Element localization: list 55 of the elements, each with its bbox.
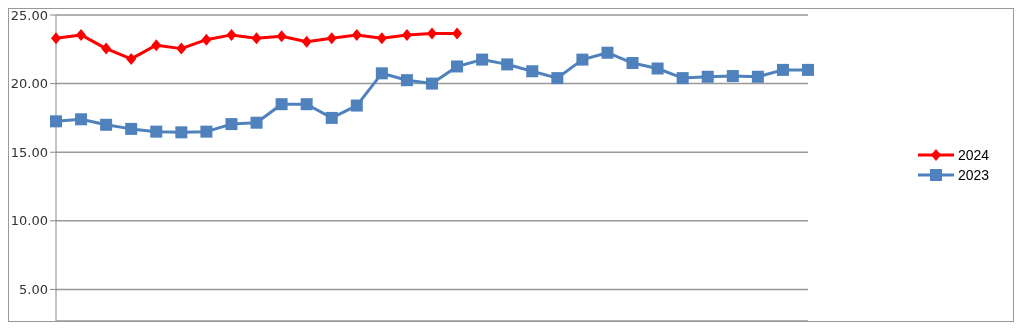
point — [501, 58, 514, 71]
point — [150, 125, 163, 138]
y-tick-label: 20.00 — [10, 76, 48, 92]
y-tick-label: 5.00 — [19, 282, 48, 298]
point — [175, 126, 188, 139]
point — [101, 42, 112, 55]
point — [100, 118, 113, 131]
point — [476, 53, 489, 66]
point — [576, 53, 589, 66]
point — [551, 72, 564, 85]
point — [76, 28, 87, 41]
point — [226, 28, 237, 41]
point — [376, 32, 387, 45]
point — [151, 39, 162, 52]
point — [351, 28, 362, 41]
point — [276, 30, 287, 43]
point — [50, 115, 62, 128]
point — [325, 111, 338, 124]
y-tick-label: 25.00 — [10, 7, 48, 23]
point — [726, 70, 739, 83]
point — [301, 35, 312, 48]
point — [126, 52, 137, 65]
point — [802, 63, 814, 76]
point — [326, 32, 337, 45]
point — [400, 74, 413, 87]
point — [176, 42, 187, 55]
point — [200, 125, 213, 138]
point — [125, 122, 138, 135]
point — [201, 33, 212, 46]
y-tick-label: 10.00 — [10, 213, 48, 229]
point — [75, 113, 88, 126]
point — [701, 70, 714, 83]
point — [676, 72, 689, 85]
point — [275, 98, 288, 111]
point — [225, 118, 238, 131]
legend-label: 2024 — [958, 147, 990, 163]
point — [601, 46, 614, 59]
point — [250, 116, 263, 129]
point — [51, 32, 61, 45]
point — [350, 99, 363, 112]
legend-label: 2023 — [958, 167, 990, 183]
point — [626, 57, 639, 70]
point — [751, 70, 764, 83]
point — [452, 27, 463, 40]
point — [300, 98, 313, 111]
point — [451, 60, 464, 73]
point — [251, 32, 262, 45]
point — [651, 62, 664, 75]
point — [427, 27, 437, 40]
point — [401, 28, 412, 41]
y-tick-label: 15.00 — [10, 144, 48, 160]
point — [526, 65, 539, 78]
point — [776, 63, 789, 76]
point — [375, 67, 388, 80]
point — [426, 77, 438, 90]
